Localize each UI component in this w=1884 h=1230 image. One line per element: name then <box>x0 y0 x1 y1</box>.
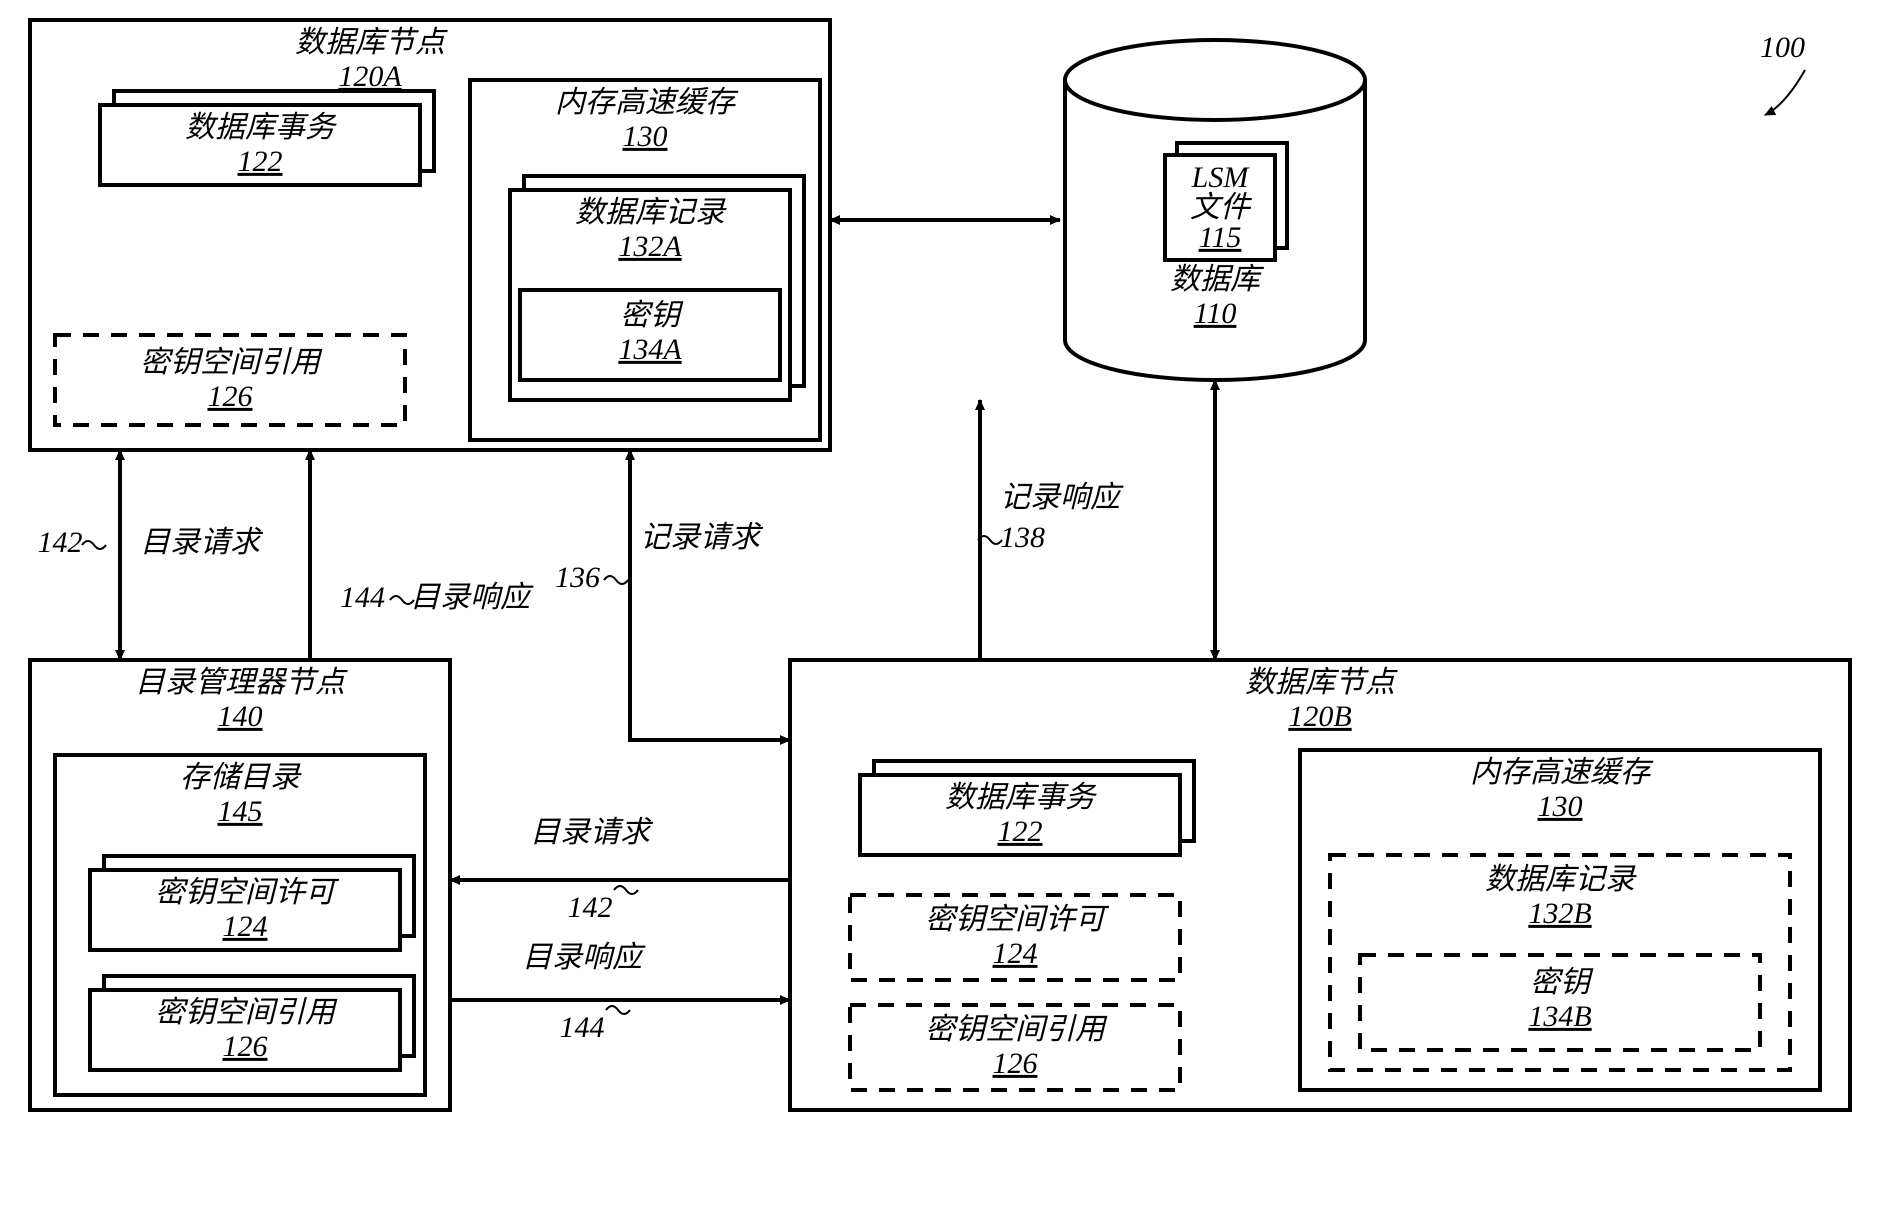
db-cylinder-top <box>1065 40 1365 120</box>
node-140-catalog-title: 存储目录 <box>180 761 302 794</box>
node-140-ksPerm-title: 密钥空间许可 <box>155 876 340 909</box>
arrow-144-bot-text: 目录响应 <box>522 941 646 974</box>
node-140-ksRef-title: 密钥空间引用 <box>155 996 338 1029</box>
node-120A-record-ref: 132A <box>618 230 682 263</box>
node-120B-ksPerm-ref: 124 <box>993 937 1038 970</box>
arrow-142-top-num: 142 <box>38 526 83 559</box>
node-140-title: 目录管理器节点 <box>135 666 348 699</box>
node-120A-txn-ref: 122 <box>238 145 283 178</box>
arrow-136 <box>630 450 790 740</box>
node-120B-record-title: 数据库记录 <box>1485 863 1637 896</box>
tilde-142-bot <box>614 886 638 894</box>
node-120B-ref: 120B <box>1288 700 1351 733</box>
node-120A-cache-ref: 130 <box>623 120 668 153</box>
tilde-142-top <box>82 541 106 549</box>
node-120B-ksRef-ref: 126 <box>993 1047 1038 1080</box>
arrow-138-num: 138 <box>1000 521 1045 554</box>
arrow-142-top-text: 目录请求 <box>140 526 264 559</box>
node-140-ksRef-ref: 126 <box>223 1030 268 1063</box>
tilde-144-bot <box>606 1006 630 1014</box>
node-120B-cache-title: 内存高速缓存 <box>1470 756 1654 789</box>
db-lsm-ref: 115 <box>1199 221 1242 254</box>
arrow-138-text: 记录响应 <box>1000 481 1124 514</box>
arrow-144-top-num: 144 <box>340 581 385 614</box>
node-120B-txn-ref: 122 <box>998 815 1043 848</box>
figure-ref: 100 <box>1760 31 1805 64</box>
db-lsm-line1: LSM <box>1191 161 1251 194</box>
tilde-136 <box>604 576 628 584</box>
node-120A-key-title: 密钥 <box>620 299 684 332</box>
node-120B-ksRef-title: 密钥空间引用 <box>925 1013 1108 1046</box>
node-120B-record-ref: 132B <box>1528 897 1591 930</box>
arrow-142-bot-text: 目录请求 <box>530 816 654 849</box>
arrow-136-num: 136 <box>555 561 600 594</box>
node-120B-ksPerm-title: 密钥空间许可 <box>925 903 1110 936</box>
figure-ref-pointer <box>1765 70 1805 115</box>
arrow-136-text: 记录请求 <box>640 521 764 554</box>
node-140-catalog-ref: 145 <box>218 795 263 828</box>
node-140-ref: 140 <box>218 700 263 733</box>
node-120B-cache-ref: 130 <box>1538 790 1583 823</box>
node-120B-key-ref: 134B <box>1528 1000 1591 1033</box>
node-120A-title: 数据库节点 <box>295 26 448 59</box>
node-120B-title: 数据库节点 <box>1245 666 1398 699</box>
node-120A-cache-title: 内存高速缓存 <box>555 86 739 119</box>
db-title: 数据库 <box>1170 263 1265 296</box>
arrow-144-bot-num: 144 <box>560 1011 605 1044</box>
db-ref: 110 <box>1194 297 1237 330</box>
node-120A-record-title: 数据库记录 <box>575 196 727 229</box>
node-120B-txn-title: 数据库事务 <box>945 781 1098 814</box>
arrow-142-bot-num: 142 <box>568 891 613 924</box>
node-120B-key-title: 密钥 <box>1530 966 1594 999</box>
node-120A-ksref-ref: 126 <box>208 380 253 413</box>
node-140-ksPerm-ref: 124 <box>223 910 268 943</box>
node-120A-key-ref: 134A <box>618 333 682 366</box>
arrow-144-top-text: 目录响应 <box>410 581 534 614</box>
node-120A-txn-title: 数据库事务 <box>185 111 338 144</box>
node-120A-ref: 120A <box>338 60 402 93</box>
node-120A-ksref-title: 密钥空间引用 <box>140 346 323 379</box>
db-lsm-line2: 文件 <box>1190 191 1253 224</box>
